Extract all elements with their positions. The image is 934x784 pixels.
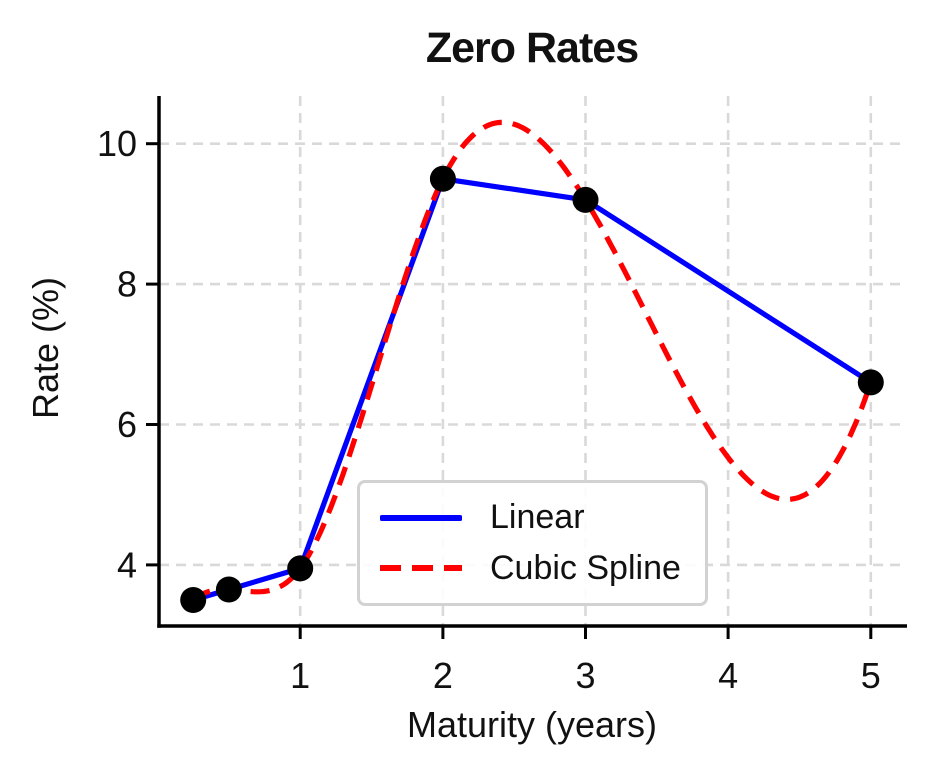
legend-item-cubic-spline: Cubic Spline bbox=[380, 549, 705, 588]
y-tick-label-8: 8 bbox=[117, 264, 137, 305]
y-tick-label-6: 6 bbox=[117, 404, 137, 445]
y-tick-label-4: 4 bbox=[117, 544, 137, 585]
legend-item-linear: Linear bbox=[380, 498, 705, 537]
data-point-marker bbox=[287, 555, 314, 582]
x-tick-label-4: 4 bbox=[718, 655, 738, 696]
data-point-marker bbox=[857, 369, 884, 396]
y-axis-label: Rate (%) bbox=[25, 276, 66, 420]
data-point-marker bbox=[572, 186, 599, 213]
x-tick-label-2: 2 bbox=[433, 655, 453, 696]
legend: Linear Cubic Spline bbox=[357, 480, 708, 606]
legend-label-linear: Linear bbox=[490, 498, 585, 537]
legend-linear-line-sample bbox=[380, 514, 462, 521]
x-tick-label-5: 5 bbox=[861, 655, 881, 696]
data-point-marker bbox=[215, 576, 242, 603]
legend-label-cubic-spline: Cubic Spline bbox=[490, 548, 681, 587]
chart-title: Zero Rates bbox=[425, 24, 639, 72]
data-point-marker bbox=[180, 587, 207, 613]
x-tick-label-3: 3 bbox=[575, 655, 595, 696]
data-point-marker bbox=[429, 165, 456, 192]
y-tick-label-10: 10 bbox=[97, 123, 137, 164]
x-tick-label-1: 1 bbox=[290, 655, 310, 696]
x-axis-label: Maturity (years) bbox=[406, 704, 658, 745]
legend-cubic-spline-line-sample bbox=[380, 565, 462, 572]
